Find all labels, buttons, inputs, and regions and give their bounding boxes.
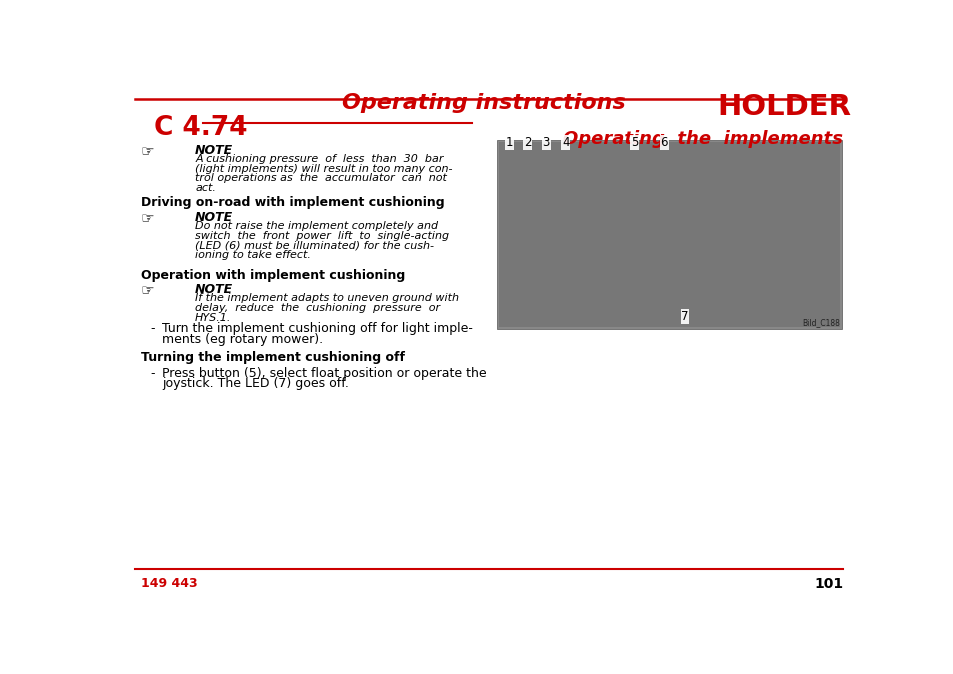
Text: Turning the implement cushioning off: Turning the implement cushioning off	[141, 351, 404, 364]
Text: ☞: ☞	[141, 283, 154, 299]
Text: Operation with implement cushioning: Operation with implement cushioning	[141, 269, 405, 282]
Text: ☞: ☞	[141, 211, 154, 226]
Text: Turn the implement cushioning off for light imple-: Turn the implement cushioning off for li…	[162, 322, 473, 335]
Text: ments (eg rotary mower).: ments (eg rotary mower).	[162, 333, 323, 346]
Text: (LED (6) must be illuminated) for the cush-: (LED (6) must be illuminated) for the cu…	[195, 240, 434, 250]
Text: 149 443: 149 443	[141, 577, 197, 590]
Text: 101: 101	[813, 577, 842, 590]
Text: switch  the  front  power  lift  to  single-acting: switch the front power lift to single-ac…	[195, 231, 449, 241]
Text: 1: 1	[506, 136, 513, 149]
Bar	[497, 140, 841, 329]
Text: ioning to take effect.: ioning to take effect.	[195, 250, 311, 260]
Text: 6: 6	[659, 136, 667, 149]
Text: trol operations as  the  accumulator  can  not: trol operations as the accumulator can n…	[195, 173, 447, 183]
Text: 5: 5	[630, 136, 638, 149]
Text: delay,  reduce  the  cushioning  pressure  or: delay, reduce the cushioning pressure or	[195, 303, 440, 313]
Text: NOTE: NOTE	[195, 283, 233, 297]
Text: C 4.74: C 4.74	[154, 115, 248, 141]
Text: NOTE: NOTE	[195, 144, 233, 157]
Text: Operating instructions: Operating instructions	[341, 93, 625, 113]
Text: act.: act.	[195, 183, 215, 193]
Text: Operating  the  implements: Operating the implements	[562, 130, 842, 148]
Text: Do not raise the implement completely and: Do not raise the implement completely an…	[195, 221, 437, 231]
Text: HOLDER: HOLDER	[717, 93, 850, 121]
Text: Bild_C188: Bild_C188	[801, 318, 840, 328]
Text: 4: 4	[561, 136, 569, 149]
Text: joystick. The LED (7) goes off.: joystick. The LED (7) goes off.	[162, 377, 349, 390]
Bar	[498, 142, 840, 328]
Text: Press button (5), select float position or operate the: Press button (5), select float position …	[162, 367, 486, 379]
Text: Driving on-road with implement cushioning: Driving on-road with implement cushionin…	[141, 196, 444, 210]
Text: NOTE: NOTE	[195, 211, 233, 224]
Text: If the implement adapts to uneven ground with: If the implement adapts to uneven ground…	[195, 293, 458, 303]
Text: -: -	[150, 322, 154, 335]
Text: -: -	[150, 367, 154, 379]
Text: A cushioning pressure  of  less  than  30  bar: A cushioning pressure of less than 30 ba…	[195, 154, 443, 164]
Text: 3: 3	[542, 136, 549, 149]
Text: 2: 2	[523, 136, 531, 149]
Text: 7: 7	[680, 310, 688, 323]
Text: (light implements) will result in too many con-: (light implements) will result in too ma…	[195, 164, 453, 174]
Text: HYS.1.: HYS.1.	[195, 313, 232, 323]
Text: ☞: ☞	[141, 144, 154, 159]
